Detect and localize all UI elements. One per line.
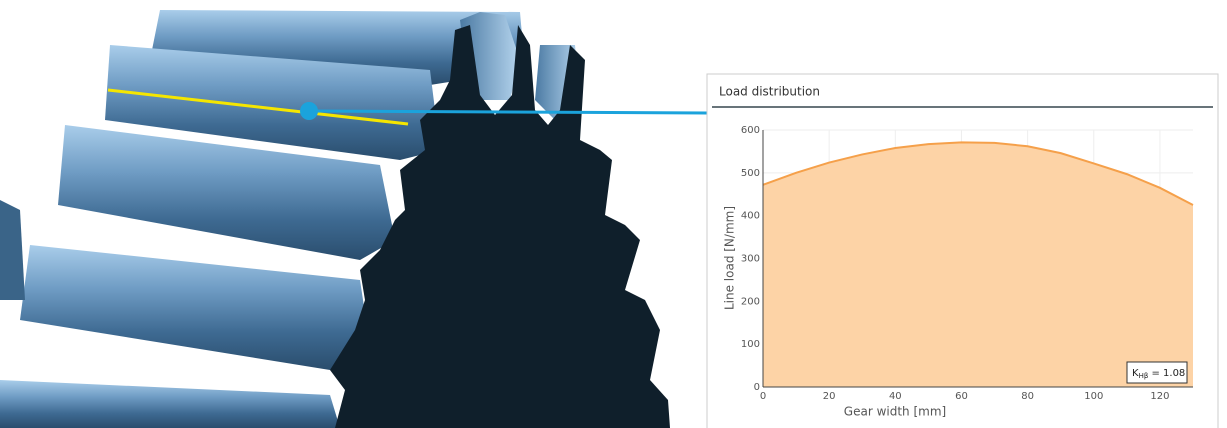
area-fill (763, 142, 1193, 387)
plot: 0 100 200 300 400 500 600 0 20 40 60 80 100 120 (741, 125, 1194, 402)
y-tick-label: 400 (741, 211, 760, 222)
y-tick-label: 100 (741, 339, 760, 350)
y-tick-label: 600 (741, 125, 760, 136)
x-tick-label: 100 (1084, 391, 1103, 402)
annotation-box (1126, 361, 1188, 384)
x-tick-label: 0 (760, 391, 766, 402)
annotation-text: = 1.08 (1148, 368, 1185, 379)
x-axis-title: Gear width [mm] (844, 405, 946, 419)
y-axis-title: Line load [N/mm] (723, 206, 737, 310)
x-tick-label: 40 (889, 391, 902, 402)
y-tick-label: 200 (741, 296, 760, 307)
area-line (762, 141, 1194, 206)
x-tick-label: 60 (955, 391, 968, 402)
x-tick-label: 80 (1021, 391, 1034, 402)
y-tick-label: 0 (754, 382, 760, 393)
x-tick-label: 120 (1150, 391, 1169, 402)
chart-title: Load distribution (719, 85, 820, 99)
x-tick-label: 20 (823, 391, 836, 402)
annotation-symbol: K (1132, 368, 1139, 379)
y-tick-label: 300 (741, 254, 760, 265)
y-tick-label: 500 (741, 168, 760, 179)
annotation-subscript: Hβ (1139, 372, 1149, 380)
gear-illustration (0, 10, 708, 428)
annotation: KHβ = 1.08 (1132, 368, 1185, 380)
